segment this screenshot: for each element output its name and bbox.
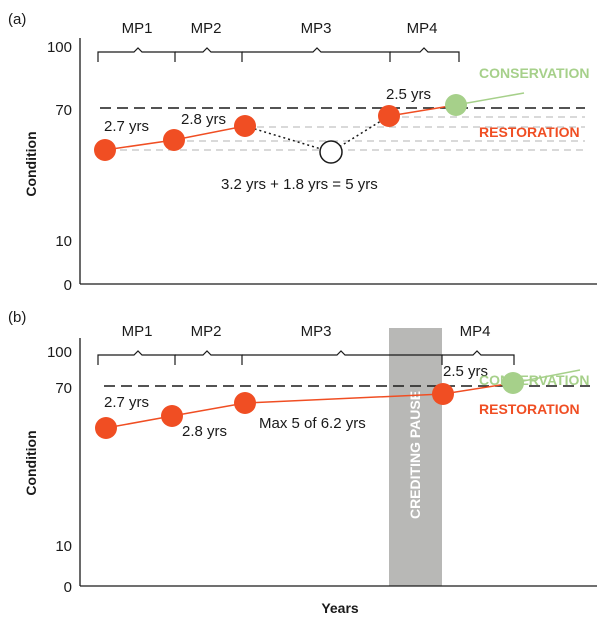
panel-b-interval-1: 2.7 yrs [104,394,149,411]
panel-a-interval-2: 2.8 yrs [181,111,226,128]
panel-a-period-braces [97,47,460,62]
panel-b-period-mp4: MP4 [460,323,491,340]
panel-a-point-1 [94,139,116,161]
panel-a-ytick-100: 100 [47,39,72,56]
panel-a-interval-4: 2.5 yrs [386,86,431,103]
panel-b-period-mp2: MP2 [191,323,222,340]
panel-a-brace-mp4 [390,47,460,62]
panel-b-brace-mp2 [175,350,243,365]
panel-a-conservation-label: CONSERVATION [479,65,589,81]
panel-a-label: (a) [8,11,26,28]
panel-a-period-mp3: MP3 [301,20,332,37]
panel-a-brace-mp1 [97,47,176,62]
panel-b-interval-4: 2.5 yrs [443,363,488,380]
panel-a: (a) 100 70 10 0 Condition MP1 MP2 MP3 MP… [8,11,597,294]
panel-b-point-1 [95,417,117,439]
panel-a-point-2 [163,129,185,151]
panel-a-ytick-10: 10 [55,233,72,250]
panel-b-point-2 [161,405,183,427]
panel-a-restoration-label: RESTORATION [479,124,580,140]
panel-b-max-label: Max 5 of 6.2 yrs [259,415,366,432]
panel-b-ytick-0: 0 [64,579,72,596]
panel-a-period-mp2: MP2 [191,20,222,37]
panel-a-period-mp4: MP4 [407,20,438,37]
panel-b-brace-mp1 [97,350,176,365]
panel-a-gap-line [244,115,390,153]
panel-b-ytick-70: 70 [55,380,72,397]
panel-b-ytick-10: 10 [55,538,72,555]
panel-b-period-mp1: MP1 [122,323,153,340]
panel-b-conservation-point [502,372,524,394]
panel-a-point-3 [234,115,256,137]
panel-a-period-mp1: MP1 [122,20,153,37]
panel-b-label: (b) [8,309,26,326]
panel-a-conservation-point [445,94,467,116]
panel-a-point-4 [378,105,400,127]
panel-a-reference-lines [108,116,585,151]
panel-b-period-braces [97,350,515,365]
panel-b-xlabel: Years [321,600,359,616]
panel-b: (b) CREDITING PAUSE 100 70 10 0 Conditio… [8,309,597,616]
panel-a-interval-1: 2.7 yrs [104,118,149,135]
panel-a-ylabel: Condition [23,131,39,196]
panel-b-ytick-100: 100 [47,344,72,361]
panel-a-conservation-line [455,92,525,106]
panel-b-ylabel: Condition [23,430,39,495]
panel-b-point-4 [432,383,454,405]
panel-b-point-3 [234,392,256,414]
panel-b-period-mp3: MP3 [301,323,332,340]
panel-b-brace-mp4 [442,350,515,365]
panel-b-conservation-line [512,369,581,384]
panel-a-gap-label: 3.2 yrs + 1.8 yrs = 5 yrs [221,176,378,193]
panel-a-restoration-line-2 [388,104,457,117]
panel-b-interval-2: 2.8 yrs [182,423,227,440]
panel-b-restoration-label: RESTORATION [479,401,580,417]
panel-b-brace-mp3 [242,350,443,365]
panel-a-brace-mp3 [242,47,391,62]
panel-b-conservation-label: CONSERVATION [479,372,589,388]
panel-a-ytick-0: 0 [64,277,72,294]
panel-b-crediting-pause-label: CREDITING PAUSE [407,391,423,519]
panel-a-missed-point [319,140,343,164]
panel-a-ytick-70: 70 [55,102,72,119]
panel-b-crediting-pause-bar [389,328,442,586]
panel-a-brace-mp2 [175,47,243,62]
